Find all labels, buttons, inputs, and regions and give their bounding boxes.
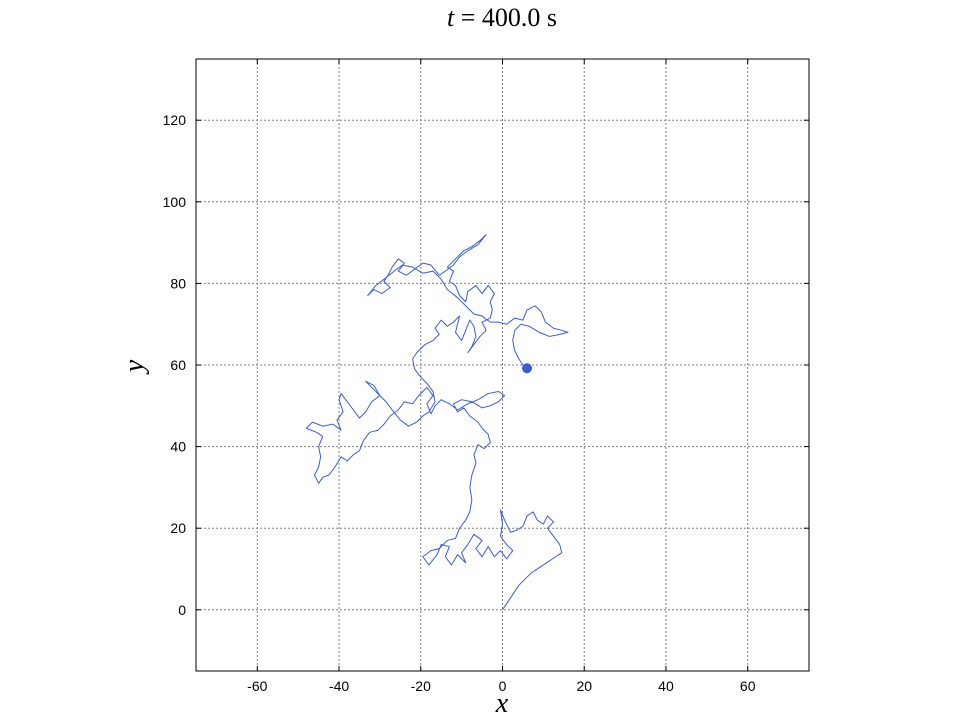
y-axis-label: y	[119, 359, 150, 375]
title-variable: t	[447, 3, 455, 32]
x-tick-label: 0	[499, 678, 507, 694]
y-tick-label: 80	[170, 275, 186, 291]
plot-frame	[195, 58, 810, 672]
y-tick-label: 0	[178, 602, 186, 618]
x-tick-label: -40	[329, 678, 349, 694]
x-tick-label: 20	[576, 678, 592, 694]
x-axis-label: x	[495, 688, 509, 719]
current-position-marker	[522, 363, 533, 374]
chart-title: t = 400.0 s	[447, 3, 557, 32]
axis-ticks	[196, 59, 809, 671]
x-tick-label: -60	[247, 678, 267, 694]
trajectory-line	[305, 233, 569, 611]
y-tick-labels: 0 20 40 60 80 100 120	[163, 112, 187, 618]
title-value: = 400.0 s	[454, 3, 557, 32]
y-tick-label: 60	[170, 357, 186, 373]
y-tick-label: 20	[170, 520, 186, 536]
x-tick-labels: -60 -40 -20 0 20 40 60	[247, 678, 756, 694]
y-tick-label: 100	[163, 194, 187, 210]
x-tick-label: 40	[658, 678, 674, 694]
x-tick-label: 60	[740, 678, 756, 694]
x-tick-label: -20	[411, 678, 431, 694]
y-tick-label: 40	[170, 439, 186, 455]
y-tick-label: 120	[163, 112, 187, 128]
series-layer	[305, 233, 569, 611]
grid	[196, 59, 809, 671]
